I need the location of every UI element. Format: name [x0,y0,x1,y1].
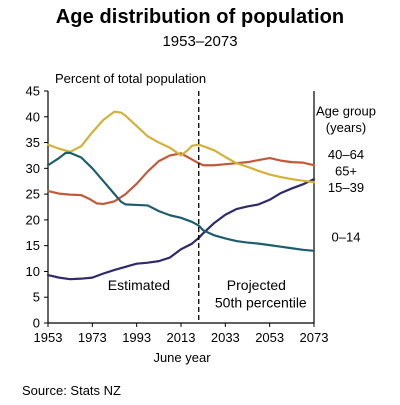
series-label-15–39: 15–39 [328,180,364,195]
x-tick-label: 2033 [211,330,240,345]
y-tick-label: 0 [33,316,40,331]
series-label-40–64: 40–64 [328,147,364,162]
series-line-15–39 [46,110,316,184]
series-label-0–14: 0–14 [332,230,361,245]
y-tick-label: 10 [26,264,40,279]
series-line-0–14 [46,151,316,252]
chart-ticks: 0 5 10 15 20 25 30 35 40 45 1953 1973 1993 2013 2033 20… [26,84,329,346]
x-tick-label: 2073 [300,330,329,345]
x-tick-label: 2013 [167,330,196,345]
series-labels: 40–64 65+15–39 0–14 [328,147,364,244]
y-tick-label: 15 [26,238,40,253]
series-line-40–64 [46,152,316,206]
y-axis-label: Percent of total population [55,71,206,86]
y-tick-label: 30 [26,161,40,176]
chart-title: Age distribution of population [55,6,345,28]
chart-subtitle: 1953–2073 [162,33,238,50]
series-line-65+ [46,178,316,281]
x-tick-label: 1953 [34,330,63,345]
chart-lines [46,110,316,281]
y-tick-label: 25 [26,187,40,202]
legend-title: Age group [316,104,376,119]
y-tick-label: 45 [26,84,40,99]
source-note: Source: Stats NZ [22,383,121,398]
region-label-projected: Projected [227,277,286,293]
series-label-65+: 65+ [335,164,357,179]
y-tick-label: 20 [26,212,40,227]
y-tick-label: 35 [26,135,40,150]
x-tick-label: 1973 [78,330,107,345]
region-label-estimated: Estimated [108,277,170,293]
chart-plot: Percent of total population 0 5 10 15 20 25 30… [26,71,376,365]
x-tick-label: 2053 [255,330,284,345]
y-tick-label: 5 [33,290,40,305]
x-tick-label: 1993 [122,330,151,345]
legend-title-units: (years) [326,120,366,135]
y-tick-label: 40 [26,109,40,124]
x-axis-label: June year [153,350,211,365]
region-label-percentile: 50th percentile [215,295,307,311]
